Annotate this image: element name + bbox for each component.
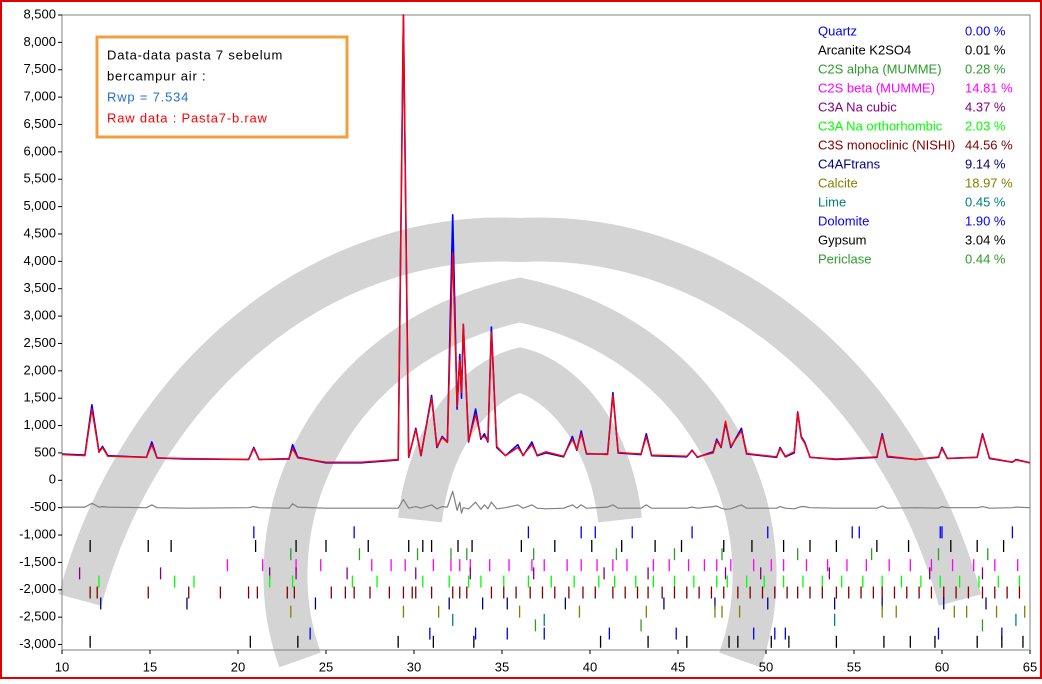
legend-percent: 0.00 % bbox=[965, 23, 1006, 38]
y-tick-label: 3,000 bbox=[23, 308, 56, 323]
legend-name: C4AFtrans bbox=[818, 156, 881, 171]
y-tick-label: -3,000 bbox=[19, 636, 56, 651]
legend-name: Periclase bbox=[818, 251, 871, 266]
y-tick-label: -2,500 bbox=[19, 609, 56, 624]
series-line bbox=[61, 14, 1031, 464]
annotation-line: bercampur air : bbox=[107, 68, 206, 83]
legend-percent: 44.56 % bbox=[965, 137, 1013, 152]
x-tick-label: 50 bbox=[759, 659, 773, 674]
annotation-box bbox=[95, 35, 349, 139]
legend-name: C2S alpha (MUMME) bbox=[818, 61, 942, 76]
y-tick-label: 6,500 bbox=[23, 116, 56, 131]
legend-name: Arcanite K2SO4 bbox=[818, 42, 911, 57]
legend-percent: 2.03 % bbox=[965, 118, 1006, 133]
marks bbox=[61, 14, 1031, 648]
x-tick-label: 15 bbox=[143, 659, 157, 674]
watermark-arc bbox=[263, 277, 777, 668]
x-tick-label: 20 bbox=[231, 659, 245, 674]
y-tick-label: 6,000 bbox=[23, 143, 56, 158]
x-tick-label: 65 bbox=[1023, 659, 1037, 674]
y-tick-label: -2,000 bbox=[19, 581, 56, 596]
axes: -3,000 -2,500 -2,000 -1,500 -1,000 -500 0 500 1,… bbox=[19, 6, 1037, 674]
legend-percent: 9.14 % bbox=[965, 156, 1006, 171]
x-tick-label: 10 bbox=[55, 659, 69, 674]
annotation-line: Rwp = 7.534 bbox=[107, 89, 189, 104]
legend-name: C3A Na cubic bbox=[818, 99, 897, 114]
annotation-line: Data-data pasta 7 sebelum bbox=[107, 47, 283, 62]
y-tick-label: -1,000 bbox=[19, 526, 56, 541]
plot-frame bbox=[61, 14, 1031, 651]
x-tick-label: 25 bbox=[319, 659, 333, 674]
y-tick-label: -500 bbox=[30, 499, 56, 514]
legend-percent: 0.44 % bbox=[965, 251, 1006, 266]
series-line bbox=[62, 490, 1031, 514]
legend-percent: 0.28 % bbox=[965, 61, 1006, 76]
annotation: Data-data pasta 7 sebelum bercampur air :… bbox=[107, 47, 283, 125]
watermark-arc bbox=[58, 217, 982, 606]
y-tick-label: 1,000 bbox=[23, 417, 56, 432]
y-tick-label: 0 bbox=[49, 472, 56, 487]
y-tick-label: 5,500 bbox=[23, 171, 56, 186]
x-tick-label: 60 bbox=[935, 659, 949, 674]
y-tick-label: 7,000 bbox=[23, 89, 56, 104]
legend-name: C3A Na orthorhombic bbox=[818, 118, 943, 133]
legend-percent: 0.45 % bbox=[965, 194, 1006, 209]
legend-percent: 3.04 % bbox=[965, 232, 1006, 247]
legend-percent: 4.37 % bbox=[965, 99, 1006, 114]
x-tick-label: 40 bbox=[583, 659, 597, 674]
legend: Quartz 0.00 % Arcanite K2SO4 0.01 % C2S alph… bbox=[818, 23, 1013, 266]
y-tick-label: 1,500 bbox=[23, 390, 56, 405]
legend-percent: 0.01 % bbox=[965, 42, 1006, 57]
legend-name: Quartz bbox=[818, 23, 857, 38]
y-tick-label: 5,000 bbox=[23, 198, 56, 213]
legend-percent: 18.97 % bbox=[965, 175, 1013, 190]
legend-name: C2S beta (MUMME) bbox=[818, 80, 935, 95]
y-tick-label: 2,000 bbox=[23, 362, 56, 377]
x-tick-label: 45 bbox=[671, 659, 685, 674]
x-tick-label: 30 bbox=[407, 659, 421, 674]
watermark bbox=[58, 217, 982, 668]
y-tick-label: 3,500 bbox=[23, 280, 56, 295]
legend-name: Lime bbox=[818, 194, 846, 209]
watermark-arc bbox=[398, 347, 642, 523]
y-tick-label: 7,500 bbox=[23, 61, 56, 76]
annotation-line: Raw data : Pasta7-b.raw bbox=[107, 110, 268, 125]
y-tick-label: 4,500 bbox=[23, 225, 56, 240]
y-tick-label: 8,500 bbox=[23, 6, 56, 21]
y-tick-label: 500 bbox=[34, 444, 56, 459]
x-tick-label: 35 bbox=[495, 659, 509, 674]
legend-name: C3S monoclinic (NISHI) bbox=[818, 137, 955, 152]
legend-name: Gypsum bbox=[818, 232, 866, 247]
y-tick-label: 4,000 bbox=[23, 253, 56, 268]
legend-name: Dolomite bbox=[818, 213, 869, 228]
y-tick-label: 2,500 bbox=[23, 335, 56, 350]
legend-percent: 1.90 % bbox=[965, 213, 1006, 228]
y-tick-label: -1,500 bbox=[19, 554, 56, 569]
legend-percent: 14.81 % bbox=[965, 80, 1013, 95]
y-tick-label: 8,000 bbox=[23, 34, 56, 49]
x-tick-label: 55 bbox=[847, 659, 861, 674]
legend-name: Calcite bbox=[818, 175, 858, 190]
